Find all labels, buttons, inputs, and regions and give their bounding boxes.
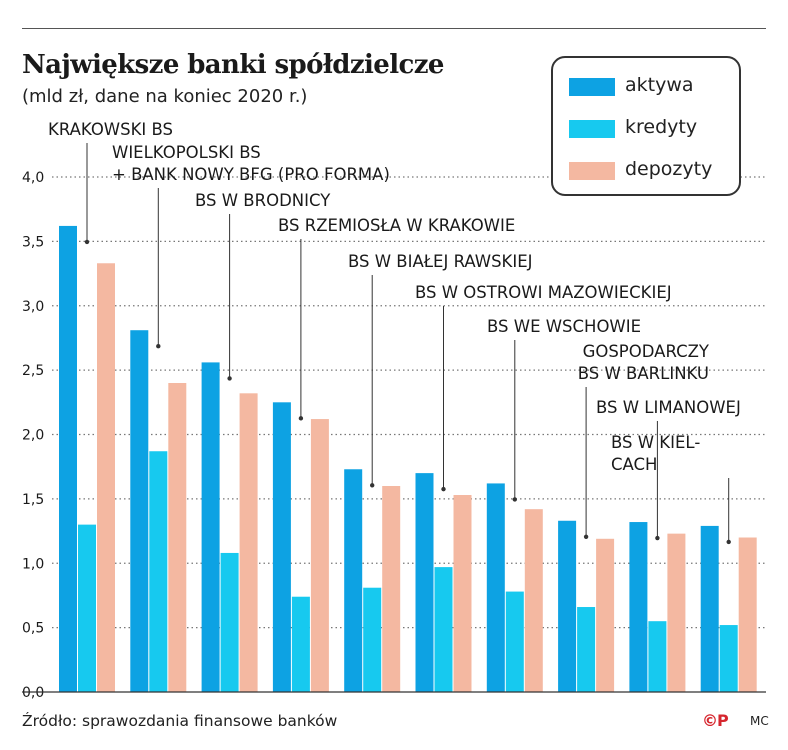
bar-aktywa [558,520,577,692]
bar-kredyty [577,607,596,692]
bar-kredyty [434,567,453,692]
bar-aktywa [486,483,505,692]
leader-dot [227,376,232,381]
bar-depozyty [97,263,115,692]
leader-dot [441,486,446,492]
y-tick-label: 3,5 [22,234,44,250]
bar-kredyty [505,591,524,692]
top-rule [22,28,766,29]
category-label: BS W BIAŁEJ RAWSKIEJ [348,252,533,271]
y-tick-label: 0,0 [22,685,44,701]
bar-aktywa [272,402,291,692]
bar-kredyty [291,596,310,692]
source-note: Źródło: sprawozdania finansowe banków [22,712,338,730]
category-label-line: CACH [611,455,657,474]
bar-depozyty [596,538,615,692]
category-label-line: BS W BRODNICY [195,191,331,210]
chart-title: Największe banki spółdzielcze [22,50,444,80]
leader-dot [156,344,161,349]
bar-kredyty [78,524,96,692]
legend-item-kredyty: kredyty [553,114,739,144]
bar-depozyty [524,509,543,692]
y-tick-label: 2,0 [22,428,44,444]
bar-kredyty [363,587,382,692]
y-tick-label: 3,0 [22,299,44,315]
category-label-line: BS W KIEL- [611,433,700,452]
category-label-line: GOSPODARCZY [583,342,710,361]
bar-depozyty [667,533,686,692]
bar-aktywa [344,469,363,692]
leader-dot [655,535,660,541]
category-label: WIELKOPOLSKI BS + BANK NOWY BFG (PRO FORM… [112,143,390,184]
bar-depozyty [453,495,472,692]
leader-dot [583,534,589,539]
bar-aktywa [59,225,77,693]
leader-dot [512,497,517,502]
category-label: BS RZEMIOSŁA W KRAKOWIE [278,216,515,235]
legend-item-depozyty: depozyty [553,156,739,186]
y-tick-label: 1,5 [22,492,44,508]
legend: aktywa kredyty depozyty [551,56,741,196]
chart-subtitle: (mld zł, dane na koniec 2020 r.) [22,86,308,107]
category-label: BS WE WSCHOWIE [487,317,641,336]
bar-chart: 0,0 0,5 1,0 1,5 2,0 2,5 3,0 3,5 4,0 KRAKOWSKI BS W… [22,120,766,701]
category-label-line: BS W OSTROWI MAZOWIECKIEJ [415,283,672,302]
category-label-line: BS RZEMIOSŁA W KRAKOWIE [278,216,515,235]
category-label: BS W BRODNICY [195,191,331,210]
leader-dot [726,539,731,545]
bar-depozyty [738,537,757,692]
bar-kredyty [220,552,239,692]
category-label-line: BS W BARLINKU [578,364,709,383]
bar-kredyty [648,621,667,692]
legend-swatch-kredyty [569,120,615,138]
category-label: GOSPODARCZY BS W BARLINKU [578,342,710,383]
category-label-line: KRAKOWSKI BS [48,120,173,139]
category-label: BS W KIEL- CACH [611,433,700,474]
legend-item-aktywa: aktywa [553,72,739,102]
category-label: KRAKOWSKI BS [48,120,173,139]
bar-kredyty [149,451,168,692]
bar-aktywa [629,522,648,692]
bar-depozyty [239,393,258,692]
category-label-line: BS WE WSCHOWIE [487,317,641,336]
bar-aktywa [130,330,149,692]
bar-depozyty [168,383,187,692]
legend-label-kredyty: kredyty [625,116,698,138]
category-label-line: BS W LIMANOWEJ [596,398,741,417]
y-tick-label: 2,5 [22,363,44,379]
leader-dot [84,239,90,245]
leader-dot [298,416,304,421]
y-tick-label: 0,5 [22,621,44,637]
category-label: BS W OSTROWI MAZOWIECKIEJ [415,283,672,302]
author-initials: MC [750,714,769,728]
bar-kredyty [719,625,738,692]
category-label-line: WIELKOPOLSKI BS [112,143,261,162]
bar-depozyty [310,419,329,692]
y-tick-label: 4,0 [22,170,44,186]
bar-aktywa [201,362,220,692]
copyright-logo: ©P [702,711,729,730]
category-label-line: + BANK NOWY BFG (PRO FORMA) [112,165,390,184]
y-tick-label: 1,0 [22,556,44,572]
category-label: BS W LIMANOWEJ [596,398,741,417]
legend-swatch-aktywa [569,78,615,96]
legend-label-depozyty: depozyty [625,158,713,180]
bar-aktywa [415,473,434,692]
bar-aktywa [700,525,719,692]
bar-depozyty [382,486,401,692]
leader-dot [370,483,375,488]
legend-swatch-depozyty [569,162,615,180]
category-label-line: BS W BIAŁEJ RAWSKIEJ [348,252,533,271]
legend-label-aktywa: aktywa [625,74,694,96]
